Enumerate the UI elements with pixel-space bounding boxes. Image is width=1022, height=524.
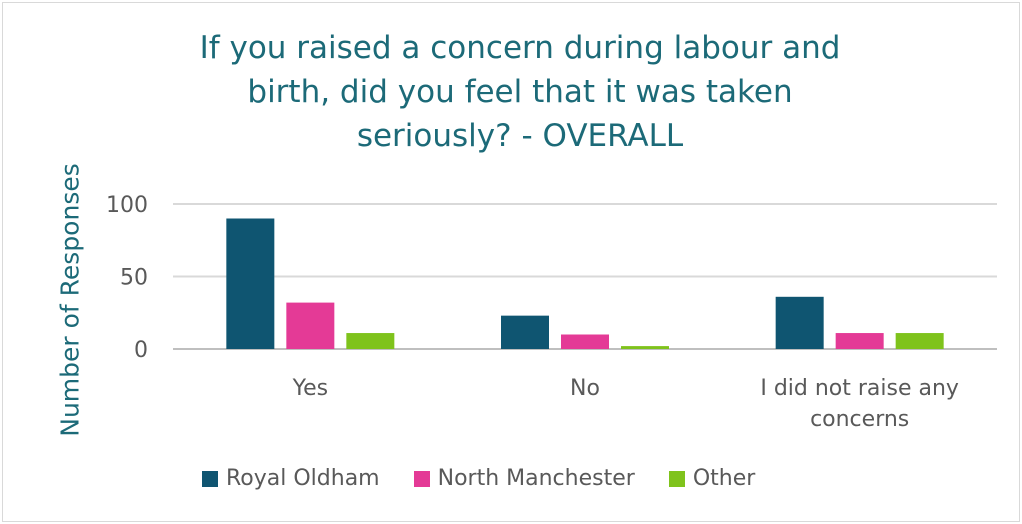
y-tick-label-50: 50: [120, 266, 148, 291]
bar-series-1-category-2: [835, 333, 884, 349]
legend-item-series-0: Royal Oldham: [202, 466, 380, 491]
chart-title-line-3: seriously? - OVERALL: [356, 118, 684, 154]
y-tick-label-100: 100: [106, 193, 148, 218]
bar-series-0-category-0: [226, 218, 275, 349]
x-category-label-0: Yes: [292, 376, 329, 401]
x-category-label-2: I did not raise any concerns: [760, 376, 959, 432]
legend-label-series-0: Royal Oldham: [226, 466, 380, 491]
chart-title: If you raised a concern during labour an…: [130, 26, 910, 158]
legend-swatch-series-1: [413, 470, 430, 487]
bar-series-2-category-2: [895, 333, 944, 349]
bar-series-1-category-1: [561, 334, 609, 349]
legend-label-series-1: North Manchester: [437, 466, 635, 491]
bar-series-0-category-2: [775, 296, 824, 349]
chart-title-line-1: If you raised a concern during labour an…: [199, 30, 841, 66]
y-tick-label-0: 0: [134, 338, 148, 363]
legend-label-series-2: Other: [692, 466, 756, 491]
chart-title-line-2: birth, did you feel that it was taken: [247, 74, 793, 110]
x-category-label-1: No: [570, 376, 600, 401]
legend-swatch-series-0: [202, 470, 218, 487]
bar-series-2-category-1: [621, 346, 669, 349]
legend-item-series-1: North Manchester: [413, 466, 635, 491]
bar-series-1-category-0: [286, 302, 335, 349]
bar-series-2-category-0: [346, 333, 395, 349]
legend-swatch-series-2: [668, 470, 685, 487]
bar-series-0-category-1: [501, 315, 549, 349]
chart-legend: Royal Oldham North Manchester Other: [202, 466, 755, 491]
legend-item-series-2: Other: [668, 466, 756, 491]
